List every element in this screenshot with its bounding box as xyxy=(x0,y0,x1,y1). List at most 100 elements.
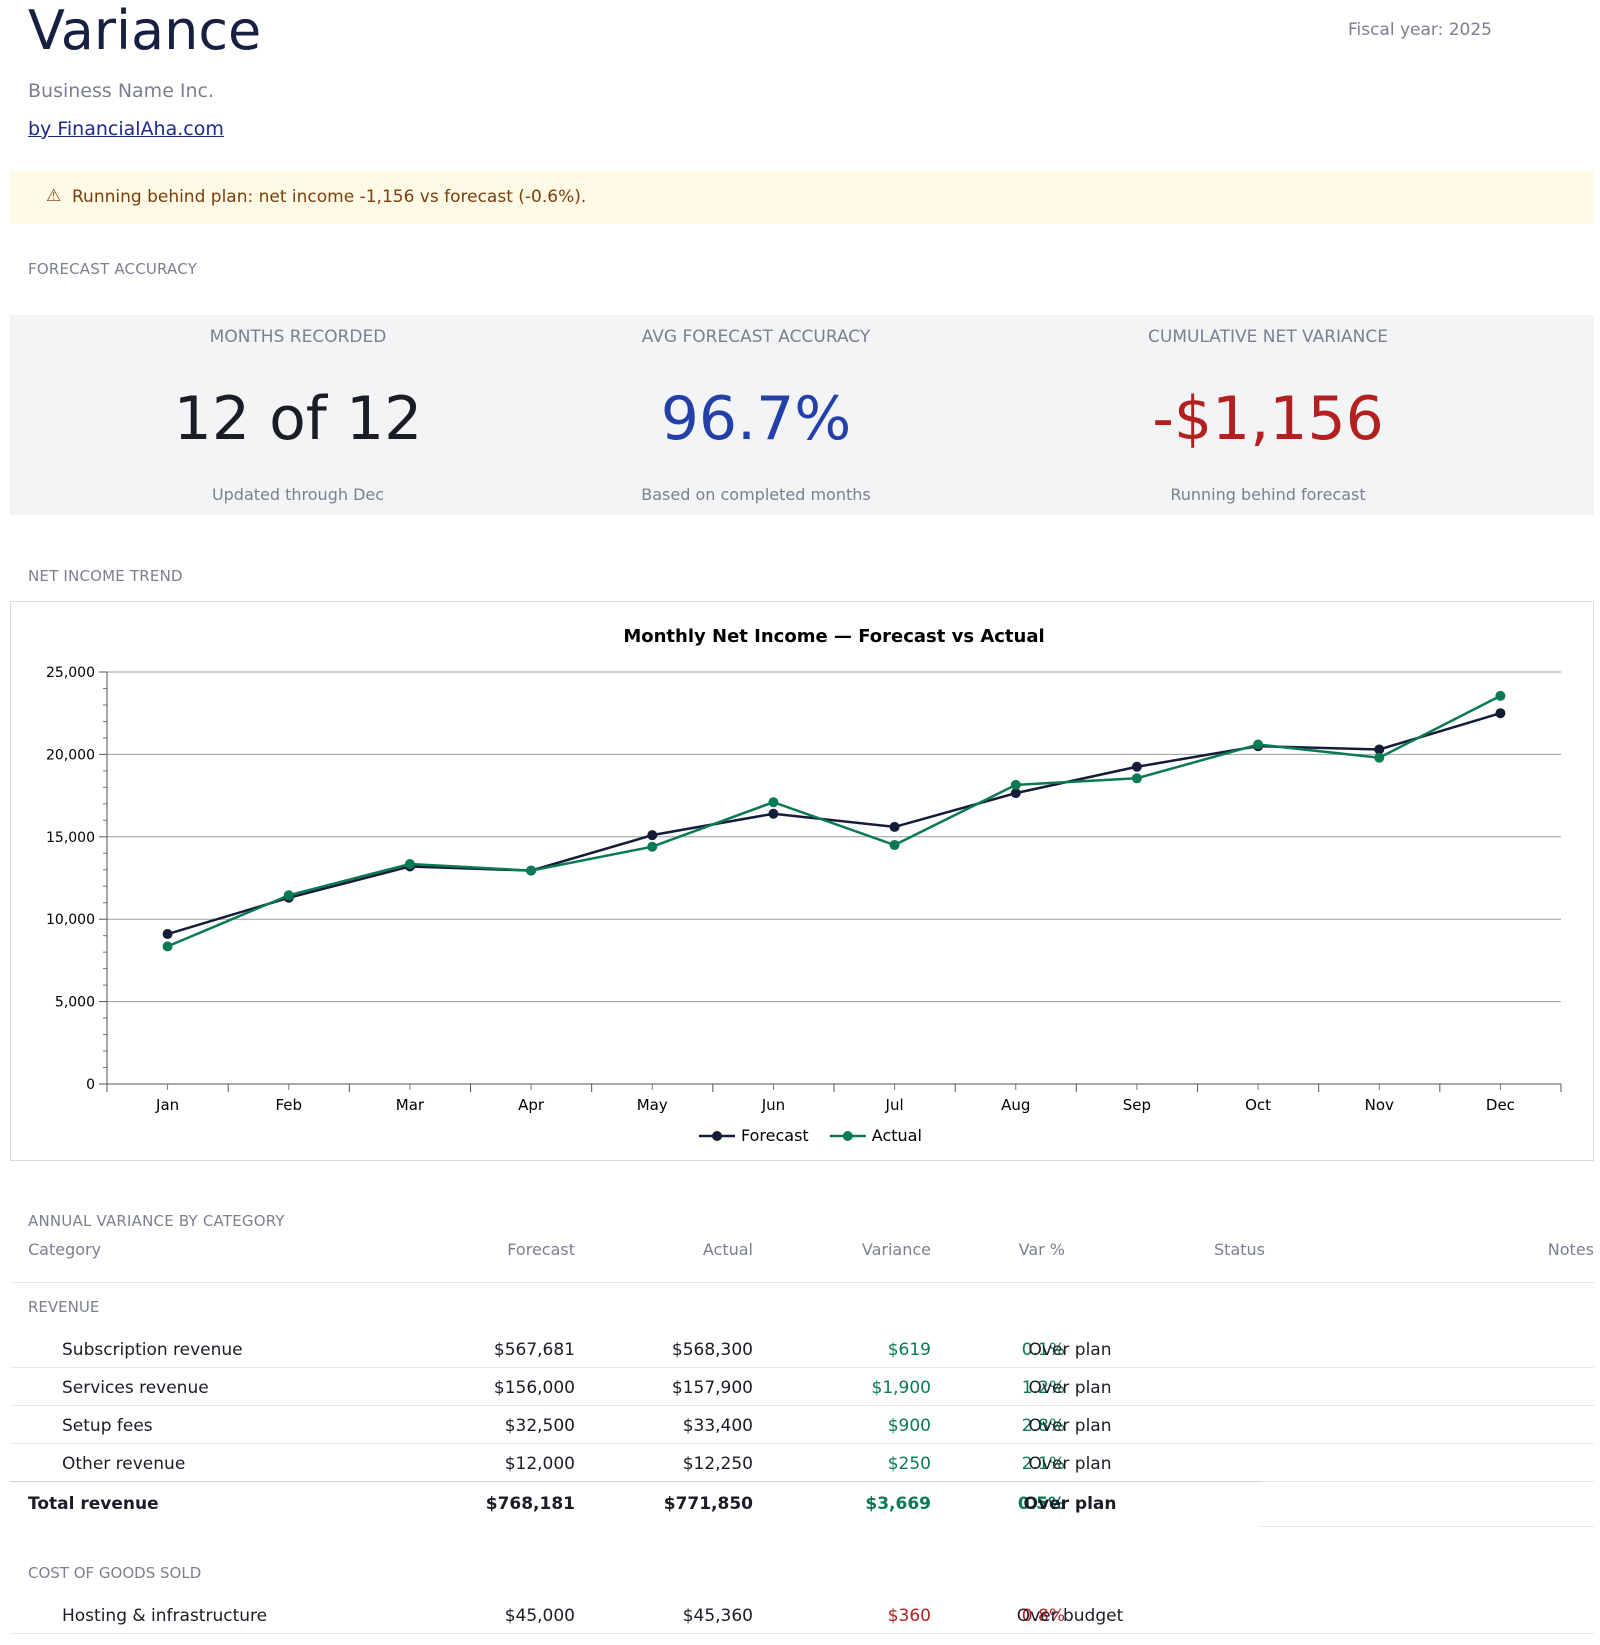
net-income-chart: Monthly Net Income — Forecast vs Actual 0… xyxy=(10,601,1594,1161)
section-label-net-income-trend: NET INCOME TREND xyxy=(28,567,183,585)
cell-status: Over plan xyxy=(1028,1340,1112,1360)
table-row xyxy=(10,1368,1594,1406)
data-point-actual xyxy=(1010,779,1021,790)
cell-forecast: $45,000 xyxy=(504,1606,575,1626)
table-row xyxy=(10,1406,1594,1444)
cell-forecast: $768,181 xyxy=(485,1494,575,1514)
x-tick-label: Nov xyxy=(1365,1096,1394,1114)
table-row xyxy=(10,1330,1594,1368)
kpi-avg-forecast-accuracy: AVG FORECAST ACCURACY 96.7% Based on com… xyxy=(496,315,1016,515)
cell-var-pct: 0.8% xyxy=(1021,1606,1065,1626)
x-tick-label: Feb xyxy=(275,1096,302,1114)
warning-icon: ⚠ xyxy=(46,186,62,206)
cell-status: Over plan xyxy=(1023,1494,1117,1514)
total-divider xyxy=(10,1481,1260,1482)
data-point-forecast xyxy=(889,821,900,832)
cell-forecast: $567,681 xyxy=(493,1340,575,1360)
kpi-subtext: Running behind forecast xyxy=(1170,485,1366,504)
row-divider xyxy=(10,1633,1594,1634)
cell-forecast: $156,000 xyxy=(493,1378,575,1398)
kpi-value: 12 of 12 xyxy=(173,384,423,454)
kpi-value: 96.7% xyxy=(660,384,852,454)
col-header-variance: Variance xyxy=(861,1240,931,1259)
row-divider xyxy=(10,1405,1594,1406)
chart-svg: Monthly Net Income — Forecast vs Actual 0… xyxy=(46,626,1562,1145)
cell-variance: $619 xyxy=(887,1340,931,1360)
x-tick-label: Mar xyxy=(396,1096,425,1114)
col-header-actual: Actual xyxy=(702,1240,753,1259)
cell-variance: $900 xyxy=(887,1416,931,1436)
x-tick-label: Sep xyxy=(1123,1096,1151,1114)
data-point-actual xyxy=(1131,773,1142,784)
kpi-label: AVG FORECAST ACCURACY xyxy=(641,327,871,347)
data-point-forecast xyxy=(647,830,658,841)
cell-actual: $12,250 xyxy=(682,1454,753,1474)
x-tick-label: Oct xyxy=(1245,1096,1271,1114)
col-header-var-pct: Var % xyxy=(1018,1240,1065,1259)
x-tick-label: Jan xyxy=(155,1096,179,1114)
row-divider xyxy=(10,1367,1594,1368)
col-header-status: Status xyxy=(1214,1240,1265,1259)
cell-var-pct: 2.1% xyxy=(1021,1454,1065,1474)
data-point-actual xyxy=(1495,690,1506,701)
y-tick-label: 5,000 xyxy=(55,995,95,1011)
cell-variance: $250 xyxy=(887,1454,931,1474)
cell-forecast: $32,500 xyxy=(504,1416,575,1436)
data-point-actual xyxy=(768,797,779,808)
cell-status: Over budget xyxy=(1016,1606,1124,1626)
cell-actual: $33,400 xyxy=(682,1416,753,1436)
chart-title: Monthly Net Income — Forecast vs Actual xyxy=(623,626,1044,647)
kpi-cumulative-net-variance: CUMULATIVE NET VARIANCE -$1,156 Running … xyxy=(1008,315,1528,515)
cell-category: Other revenue xyxy=(62,1454,186,1474)
cell-actual: $45,360 xyxy=(682,1606,753,1626)
cell-var-pct: 0.5% xyxy=(1017,1494,1065,1514)
section-label-forecast-accuracy: FORECAST ACCURACY xyxy=(28,260,198,278)
total-end-divider xyxy=(1260,1526,1594,1527)
x-tick-label: Dec xyxy=(1486,1096,1515,1114)
data-point-forecast xyxy=(162,929,173,940)
data-point-actual xyxy=(283,890,294,901)
group-heading: REVENUE xyxy=(28,1298,100,1316)
y-tick-label: 0 xyxy=(86,1077,95,1093)
y-tick-label: 10,000 xyxy=(46,912,95,928)
cell-var-pct: 1.2% xyxy=(1021,1378,1065,1398)
data-point-actual xyxy=(1253,739,1264,750)
data-point-forecast xyxy=(1374,744,1385,755)
x-tick-label: May xyxy=(637,1096,668,1114)
cell-variance: $3,669 xyxy=(865,1494,931,1514)
cell-actual: $568,300 xyxy=(671,1340,753,1360)
kpi-label: MONTHS RECORDED xyxy=(209,327,387,347)
x-tick-label: Jul xyxy=(885,1096,904,1114)
cell-category: Subscription revenue xyxy=(62,1340,243,1360)
data-point-actual xyxy=(889,840,900,851)
data-point-actual xyxy=(1374,752,1385,763)
kpi-panel: MONTHS RECORDED 12 of 12 Updated through… xyxy=(10,315,1594,515)
data-point-actual xyxy=(404,858,415,869)
cell-category: Hosting & infrastructure xyxy=(62,1606,268,1626)
x-tick-label: Jun xyxy=(761,1096,785,1114)
row-divider xyxy=(10,1443,1594,1444)
legend-label: Forecast xyxy=(741,1126,809,1145)
kpi-subtext: Updated through Dec xyxy=(211,485,385,504)
table-row xyxy=(10,1444,1594,1482)
data-point-forecast xyxy=(1495,708,1506,719)
cell-forecast: $12,000 xyxy=(504,1454,575,1474)
data-point-actual xyxy=(526,865,537,876)
cell-actual: $157,900 xyxy=(671,1378,753,1398)
y-tick-label: 15,000 xyxy=(46,830,95,846)
fiscal-year: Fiscal year: 2025 xyxy=(1347,20,1492,40)
legend-marker xyxy=(712,1131,722,1141)
header-divider xyxy=(10,1282,1594,1283)
cell-category: Setup fees xyxy=(62,1416,153,1436)
alert-text: Running behind plan: net income -1,156 v… xyxy=(72,187,587,207)
cell-variance: $1,900 xyxy=(871,1378,931,1398)
group-heading: COST OF GOODS SOLD xyxy=(28,1564,202,1582)
cell-status: Over plan xyxy=(1028,1378,1112,1398)
kpi-label: CUMULATIVE NET VARIANCE xyxy=(1148,327,1388,347)
cell-category: Total revenue xyxy=(28,1494,159,1514)
col-header-forecast: Forecast xyxy=(507,1240,575,1259)
cell-status: Over plan xyxy=(1028,1416,1112,1436)
series-line-actual xyxy=(167,694,1501,948)
total-row xyxy=(10,1484,1594,1522)
by-financialaha-link[interactable]: by FinancialAha.com xyxy=(28,118,224,140)
